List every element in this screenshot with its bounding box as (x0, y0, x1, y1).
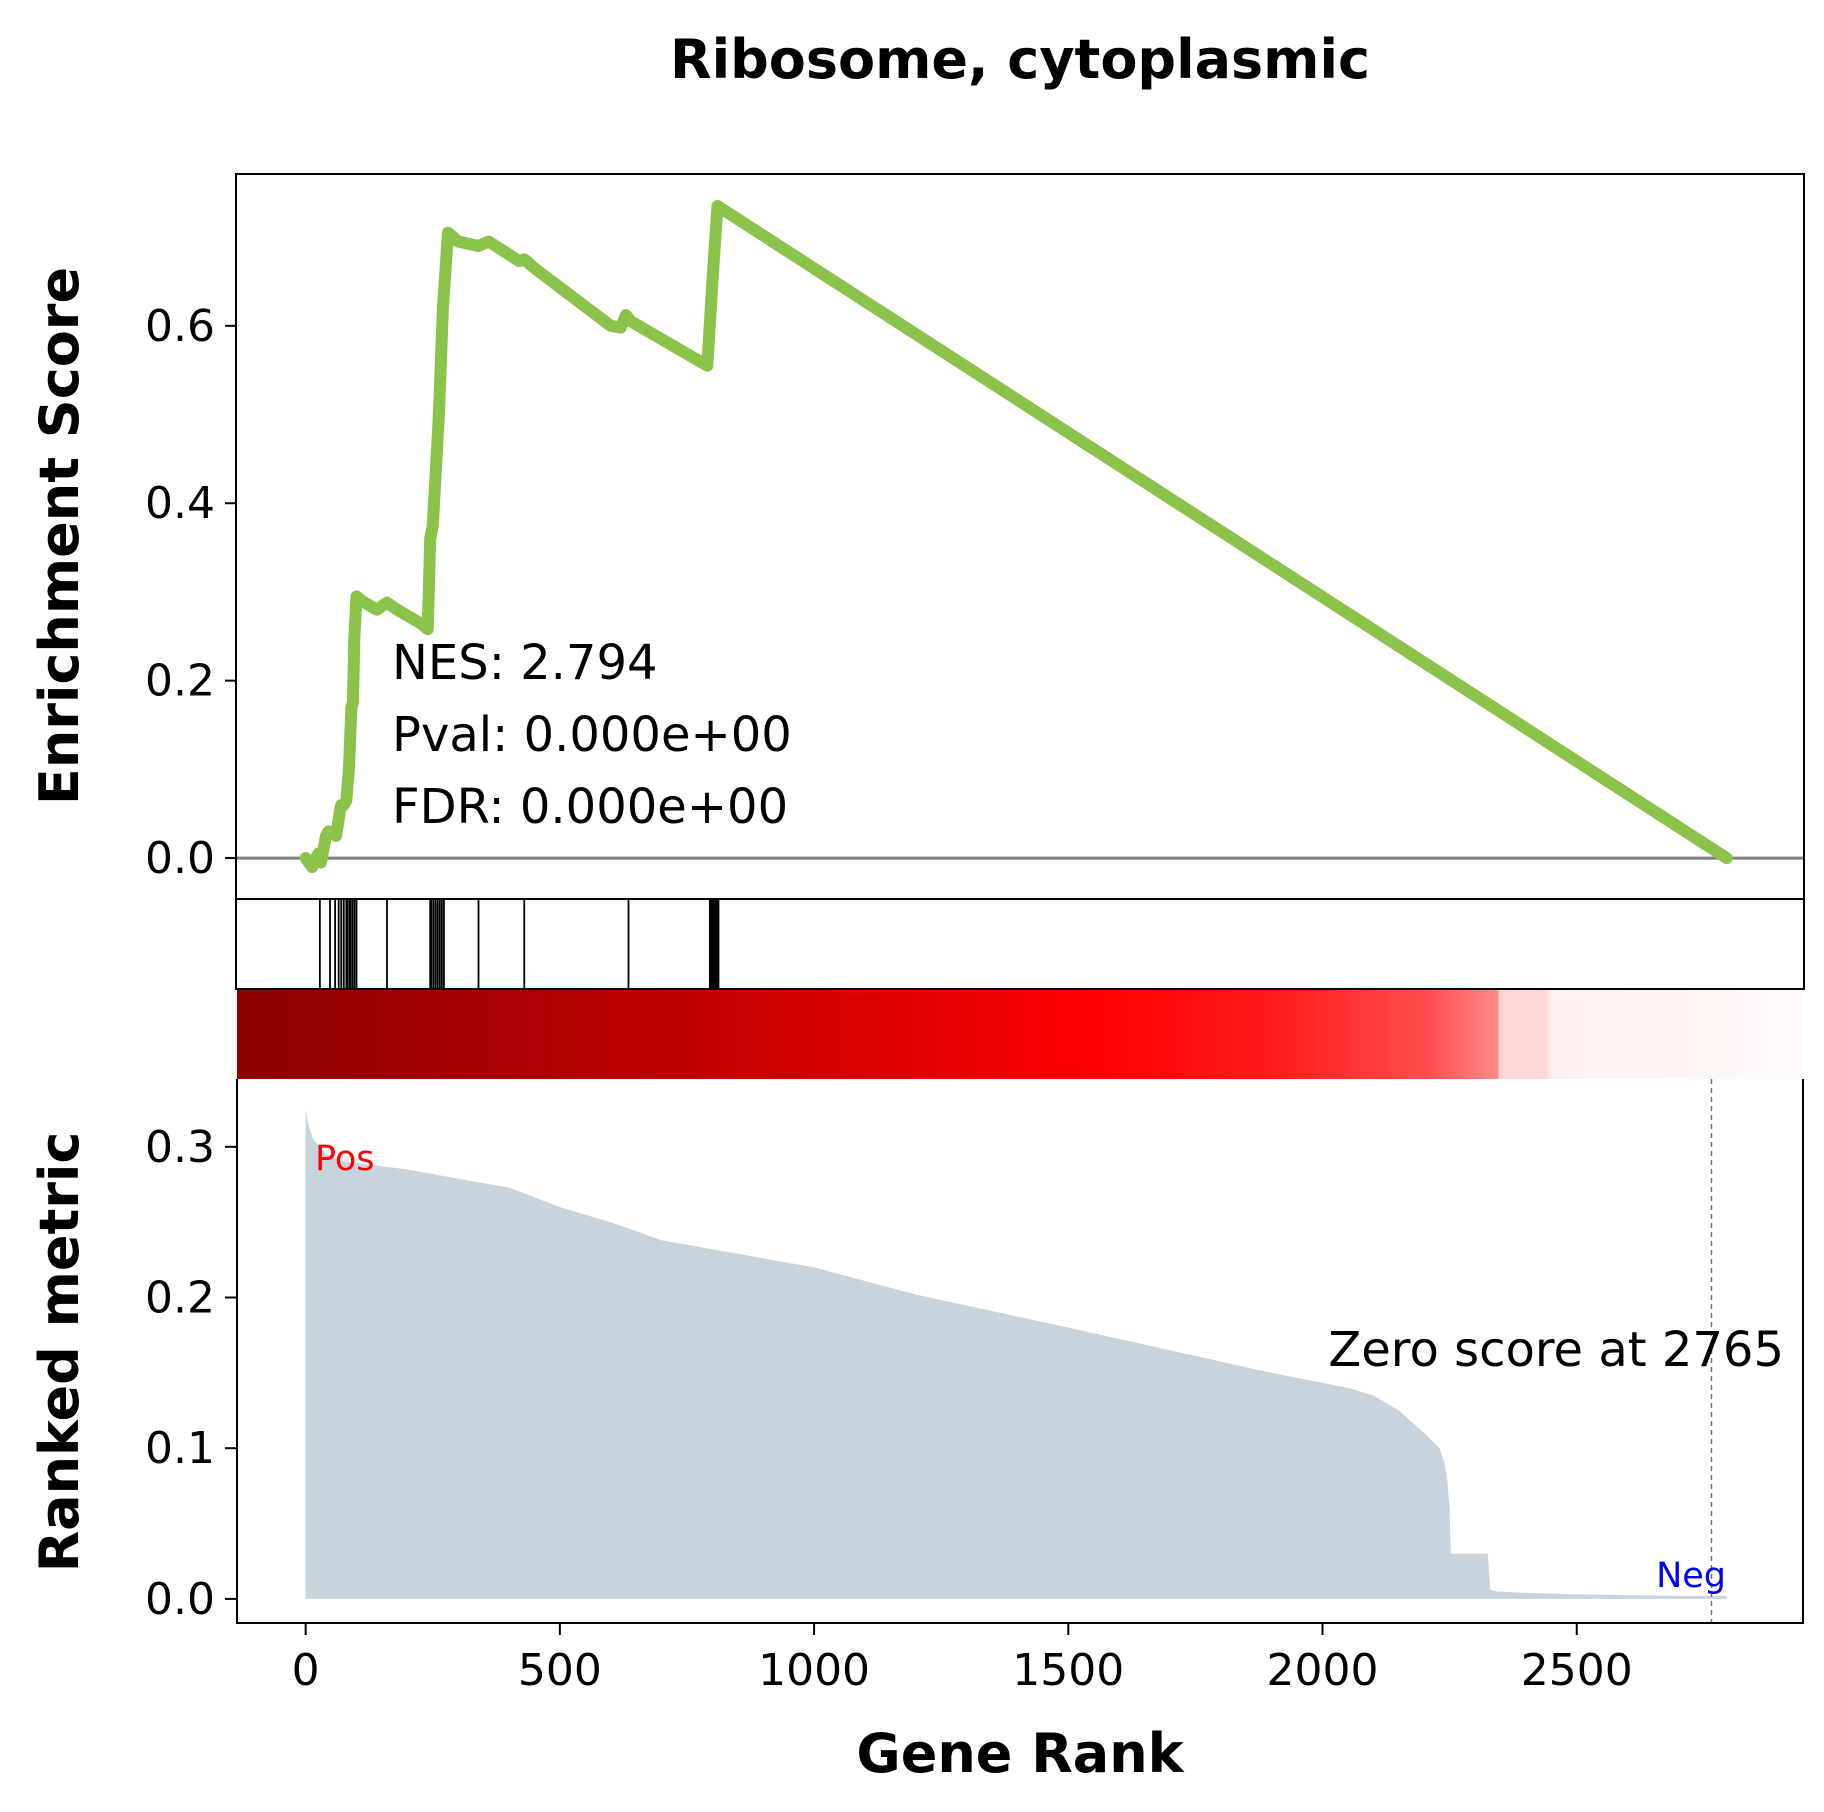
gene-rank-x-ticks: 0 500 1000 1500 2000 2500 (292, 1623, 1633, 1696)
metric-y-tick-label: 0.1 (145, 1423, 215, 1474)
x-tick-label: 2500 (1521, 1645, 1633, 1696)
pos-label: Pos (315, 1139, 375, 1179)
enrichment-score-line (299, 200, 1733, 873)
ranked-metric-y-axis-label: Ranked metric (28, 1132, 91, 1573)
pval-annotation: Pval: 0.000e+00 (392, 707, 792, 763)
rank-colorbar (237, 990, 1803, 1079)
colorbar-panel (236, 988, 1804, 1079)
metric-y-tick-label: 0.3 (145, 1122, 215, 1173)
enrichment-plot-frame (235, 173, 1805, 900)
x-axis-label: Gene Rank (856, 1722, 1184, 1785)
fdr-annotation: FDR: 0.000e+00 (392, 779, 788, 835)
x-tick-label: 1500 (1012, 1645, 1124, 1696)
hits-frame (235, 898, 1805, 990)
neg-label: Neg (1656, 1556, 1726, 1596)
x-tick-label: 0 (292, 1645, 320, 1696)
es-y-tick-label: 0.4 (145, 478, 215, 529)
es-y-tick-label: 0.2 (145, 656, 215, 707)
x-tick-label: 500 (518, 1645, 602, 1696)
enrichment-y-ticks: 0.0 0.2 0.4 0.6 (145, 301, 237, 884)
ranked-metric-panel: Zero score at 2765 Pos Neg 0.00.10.20.3 … (28, 1079, 1804, 1785)
enrichment-y-axis-label: Enrichment Score (28, 267, 91, 805)
enrichment-panel: 0.00.20.40.6 NES: 2.794 Pval: 0.000e+00 … (28, 173, 1805, 900)
gene-hit-ticks (318, 900, 720, 988)
chart-title: Ribosome, cytoplasmic (670, 28, 1370, 91)
zero-score-label: Zero score at 2765 (1328, 1322, 1784, 1378)
es-y-tick-label: 0.6 (145, 301, 215, 352)
metric-y-tick-label: 0.0 (145, 1574, 215, 1625)
ranked-metric-y-ticks: 0.0 0.1 0.2 0.3 (145, 1122, 237, 1625)
ranked-metric-area (305, 1109, 1727, 1599)
es-y-tick-label: 0.0 (145, 833, 215, 884)
nes-annotation: NES: 2.794 (392, 635, 658, 691)
metric-y-tick-label: 0.2 (145, 1273, 215, 1324)
x-tick-label: 2000 (1267, 1645, 1379, 1696)
hits-panel (235, 898, 1805, 990)
x-tick-label: 1000 (758, 1645, 870, 1696)
